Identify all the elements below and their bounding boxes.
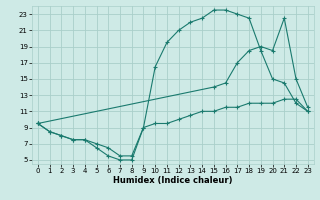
X-axis label: Humidex (Indice chaleur): Humidex (Indice chaleur) [113,176,233,185]
